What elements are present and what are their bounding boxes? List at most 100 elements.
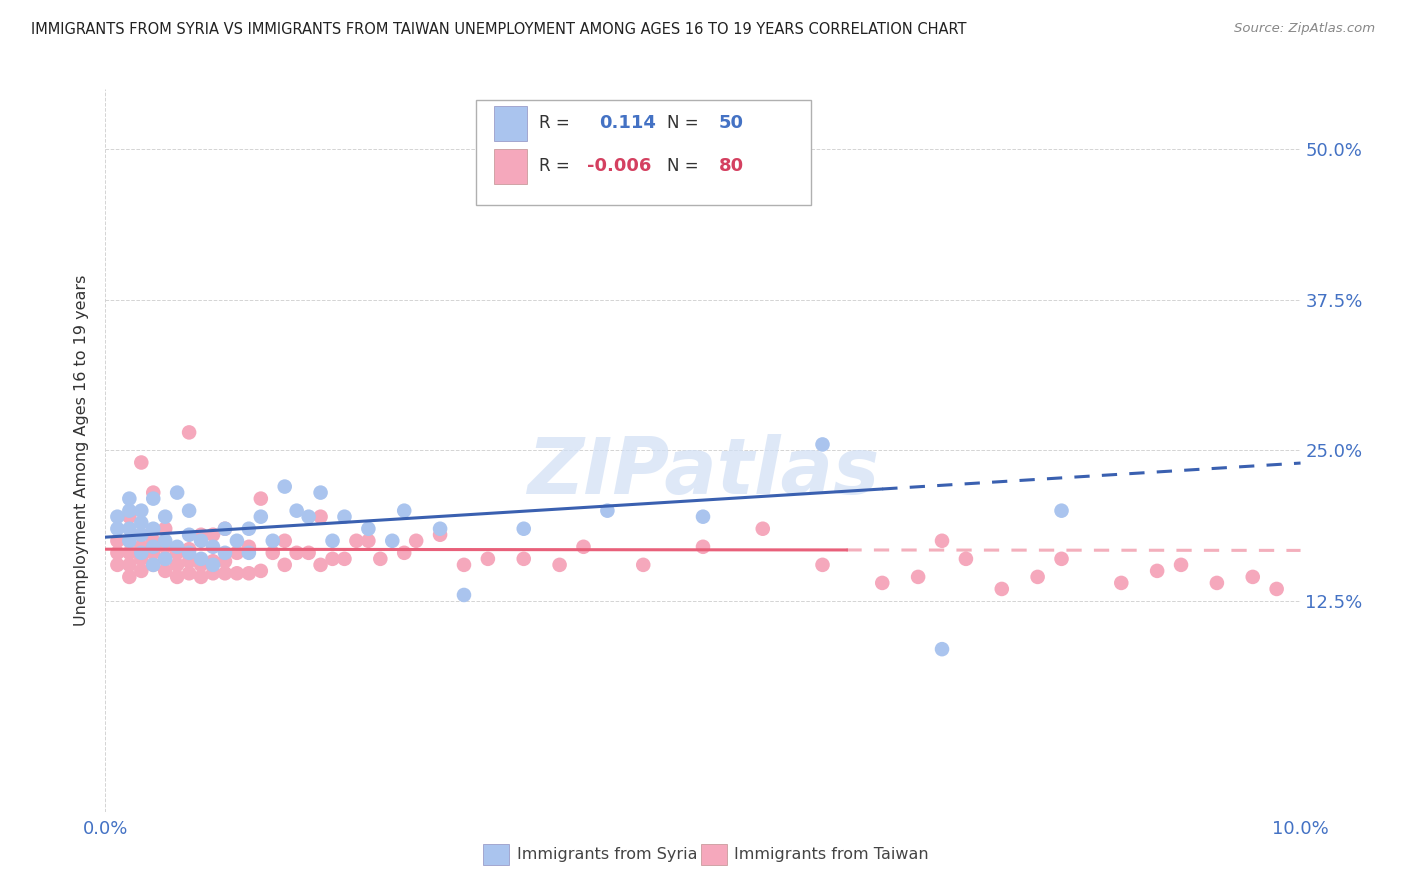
- Point: [142, 491, 165, 506]
- Point: [118, 570, 141, 584]
- Point: [394, 546, 416, 560]
- Point: [238, 546, 260, 560]
- Point: [118, 503, 141, 517]
- Point: [142, 522, 165, 536]
- Point: [1111, 576, 1133, 591]
- Point: [309, 509, 332, 524]
- Text: 50: 50: [718, 114, 744, 132]
- Point: [177, 546, 201, 560]
- Point: [548, 558, 571, 572]
- Point: [118, 509, 141, 524]
- Point: [273, 480, 295, 494]
- Text: ZIPatlas: ZIPatlas: [527, 434, 879, 510]
- Text: R =: R =: [540, 157, 569, 176]
- Point: [872, 576, 894, 591]
- Point: [250, 564, 273, 578]
- Point: [225, 546, 249, 560]
- Point: [118, 558, 141, 572]
- Text: Immigrants from Taiwan: Immigrants from Taiwan: [734, 847, 929, 862]
- FancyBboxPatch shape: [494, 149, 527, 184]
- Point: [225, 533, 249, 548]
- Point: [118, 522, 141, 536]
- Point: [177, 554, 201, 568]
- Point: [309, 485, 332, 500]
- Point: [214, 554, 236, 568]
- Point: [129, 546, 153, 560]
- Point: [238, 522, 260, 536]
- Point: [1146, 564, 1168, 578]
- FancyBboxPatch shape: [494, 106, 527, 141]
- Point: [129, 564, 153, 578]
- Point: [177, 425, 201, 440]
- Point: [155, 522, 177, 536]
- Point: [1050, 503, 1073, 517]
- Point: [1265, 582, 1288, 596]
- Point: [190, 528, 212, 542]
- Point: [405, 533, 427, 548]
- Point: [166, 570, 188, 584]
- FancyBboxPatch shape: [700, 844, 727, 865]
- Point: [214, 566, 236, 581]
- Point: [262, 533, 284, 548]
- Point: [225, 566, 249, 581]
- Point: [596, 503, 619, 517]
- Point: [273, 533, 295, 548]
- Point: [298, 546, 321, 560]
- Point: [107, 522, 129, 536]
- Point: [513, 522, 536, 536]
- Point: [309, 558, 332, 572]
- Point: [285, 503, 308, 517]
- Point: [429, 522, 451, 536]
- Point: [166, 558, 188, 572]
- FancyBboxPatch shape: [475, 100, 811, 205]
- Point: [142, 540, 165, 554]
- Point: [214, 522, 236, 536]
- Point: [368, 551, 391, 566]
- Point: [190, 570, 212, 584]
- Point: [118, 491, 141, 506]
- Point: [142, 533, 165, 548]
- Point: [333, 551, 356, 566]
- Point: [214, 522, 236, 536]
- Point: [333, 509, 356, 524]
- Point: [285, 546, 308, 560]
- Point: [107, 546, 129, 560]
- Point: [381, 533, 404, 548]
- Point: [1206, 576, 1229, 591]
- Point: [118, 533, 141, 548]
- Point: [155, 564, 177, 578]
- Text: Immigrants from Syria: Immigrants from Syria: [516, 847, 697, 862]
- Point: [177, 566, 201, 581]
- Point: [155, 540, 177, 554]
- Point: [129, 528, 153, 542]
- Point: [155, 509, 177, 524]
- Point: [155, 533, 177, 548]
- Point: [166, 485, 188, 500]
- Point: [155, 551, 177, 566]
- Text: N =: N =: [666, 157, 699, 176]
- Point: [357, 533, 380, 548]
- Point: [513, 551, 536, 566]
- Point: [177, 503, 201, 517]
- Point: [273, 558, 295, 572]
- Point: [1241, 570, 1264, 584]
- Point: [990, 582, 1012, 596]
- Point: [190, 533, 212, 548]
- Point: [357, 522, 380, 536]
- FancyBboxPatch shape: [484, 844, 509, 865]
- Point: [1170, 558, 1192, 572]
- Point: [129, 516, 153, 530]
- Point: [129, 540, 153, 554]
- Text: -0.006: -0.006: [588, 157, 651, 176]
- Point: [107, 558, 129, 572]
- Point: [129, 456, 153, 470]
- Point: [633, 558, 655, 572]
- Point: [250, 491, 273, 506]
- Text: IMMIGRANTS FROM SYRIA VS IMMIGRANTS FROM TAIWAN UNEMPLOYMENT AMONG AGES 16 TO 19: IMMIGRANTS FROM SYRIA VS IMMIGRANTS FROM…: [31, 22, 966, 37]
- Point: [202, 554, 225, 568]
- Point: [118, 546, 141, 560]
- Point: [931, 533, 953, 548]
- Point: [250, 509, 273, 524]
- Point: [107, 533, 129, 548]
- Point: [298, 509, 321, 524]
